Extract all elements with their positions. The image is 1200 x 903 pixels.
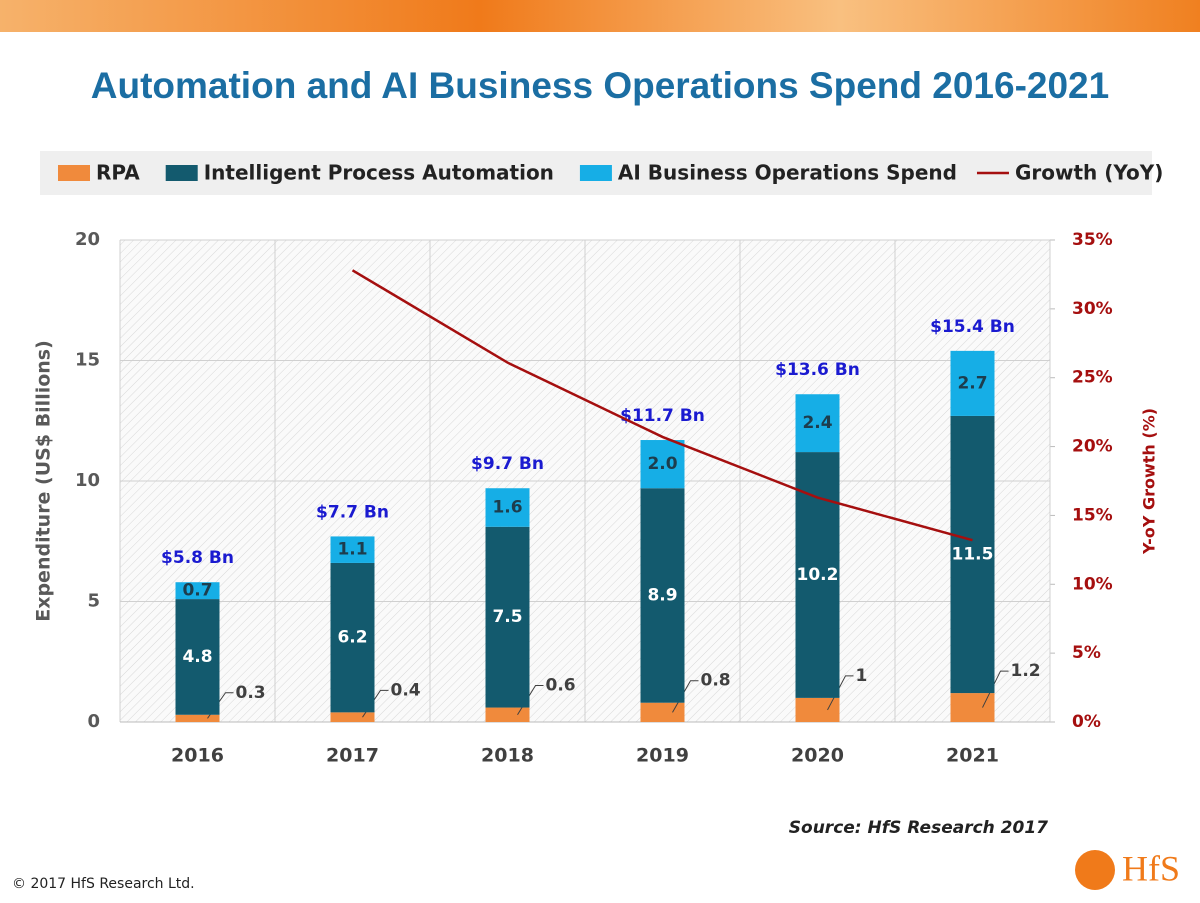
y2-tick-label: 5%: [1072, 643, 1101, 663]
bar-segment: [330, 562, 375, 713]
y2-tick-label: 15%: [1072, 505, 1113, 525]
y-tick-label: 5: [87, 591, 100, 612]
bar-segment: [175, 714, 220, 722]
bar-segment: [175, 582, 220, 600]
total-label: $9.7 Bn: [471, 454, 544, 474]
y2-tick-label: 0%: [1072, 712, 1101, 732]
legend-label: RPA: [96, 161, 140, 185]
legend-swatch: [579, 165, 612, 181]
data-label: 8.9: [647, 585, 677, 605]
data-label: 4.8: [182, 647, 212, 667]
y2-tick-label: 20%: [1072, 437, 1113, 457]
data-label: 1.2: [1011, 661, 1041, 681]
data-label: 1.1: [337, 540, 367, 560]
bar-segment: [330, 536, 375, 563]
logo-icon: [1075, 850, 1115, 890]
source: Source: HfS Research 2017: [789, 818, 1048, 838]
data-label: 0.6: [546, 676, 576, 696]
y2-tick-label: 25%: [1072, 368, 1113, 388]
x-tick-label: 2019: [636, 745, 689, 767]
total-label: $13.6 Bn: [775, 360, 860, 380]
bar-segment: [485, 488, 530, 527]
bar-segment: [950, 415, 995, 694]
copyright: © 2017 HfS Research Ltd.: [12, 876, 195, 892]
total-label: $5.8 Bn: [161, 548, 234, 568]
y-tick-label: 15: [75, 350, 100, 371]
y-tick-label: 0: [87, 711, 100, 732]
y2-tick-label: 35%: [1072, 230, 1113, 250]
bar-segment: [795, 394, 840, 453]
legend-label: Intelligent Process Automation: [204, 161, 554, 185]
total-label: $11.7 Bn: [620, 406, 705, 426]
y2-axis-label: Y-oY Growth (%): [1140, 408, 1159, 555]
data-label: 0.4: [391, 680, 421, 700]
y2-tick-label: 30%: [1072, 299, 1113, 319]
leader-line: [827, 675, 854, 711]
bar-segment: [175, 599, 220, 715]
data-label: 2.7: [957, 373, 987, 393]
bar-segment: [485, 707, 530, 722]
data-label: 2.4: [802, 413, 832, 433]
legend-swatch: [165, 165, 198, 181]
bar-segment: [640, 702, 685, 722]
legend-swatch: [58, 165, 90, 181]
x-tick-label: 2016: [171, 745, 224, 767]
bar-segment: [485, 526, 530, 708]
y-tick-label: 20: [75, 229, 100, 250]
y-axis-label: Expenditure (US$ Billions): [33, 340, 55, 622]
x-tick-label: 2017: [326, 745, 379, 767]
logo: HfS: [1122, 848, 1180, 888]
legend-label: Growth (YoY): [1015, 161, 1163, 185]
data-label: 6.2: [337, 628, 367, 648]
data-label: 1.6: [492, 498, 522, 518]
total-label: $15.4 Bn: [930, 317, 1015, 337]
data-label: 1: [856, 666, 868, 686]
data-label: 0.3: [236, 683, 266, 703]
leader-line: [982, 670, 1009, 708]
y-tick-label: 10: [75, 470, 100, 491]
bar-segment: [640, 488, 685, 703]
bar-segment: [950, 350, 995, 416]
legend-label: AI Business Operations Spend: [618, 161, 957, 185]
banner: [0, 0, 1200, 32]
data-label: 0.8: [701, 671, 731, 691]
y2-tick-label: 10%: [1072, 574, 1113, 594]
bar-segment: [330, 712, 375, 722]
data-label: 10.2: [797, 565, 839, 585]
total-label: $7.7 Bn: [316, 502, 389, 522]
data-label: 11.5: [952, 545, 994, 565]
chart-title: Automation and AI Business Operations Sp…: [91, 65, 1109, 106]
data-label: 2.0: [647, 454, 677, 474]
bar-segment: [795, 697, 840, 722]
data-label: 0.7: [182, 581, 212, 601]
growth-line: [351, 269, 973, 542]
x-tick-label: 2020: [791, 745, 844, 767]
data-label: 7.5: [492, 607, 522, 627]
x-tick-label: 2018: [481, 745, 534, 767]
x-tick-label: 2021: [946, 745, 999, 767]
bar-segment: [640, 440, 685, 489]
